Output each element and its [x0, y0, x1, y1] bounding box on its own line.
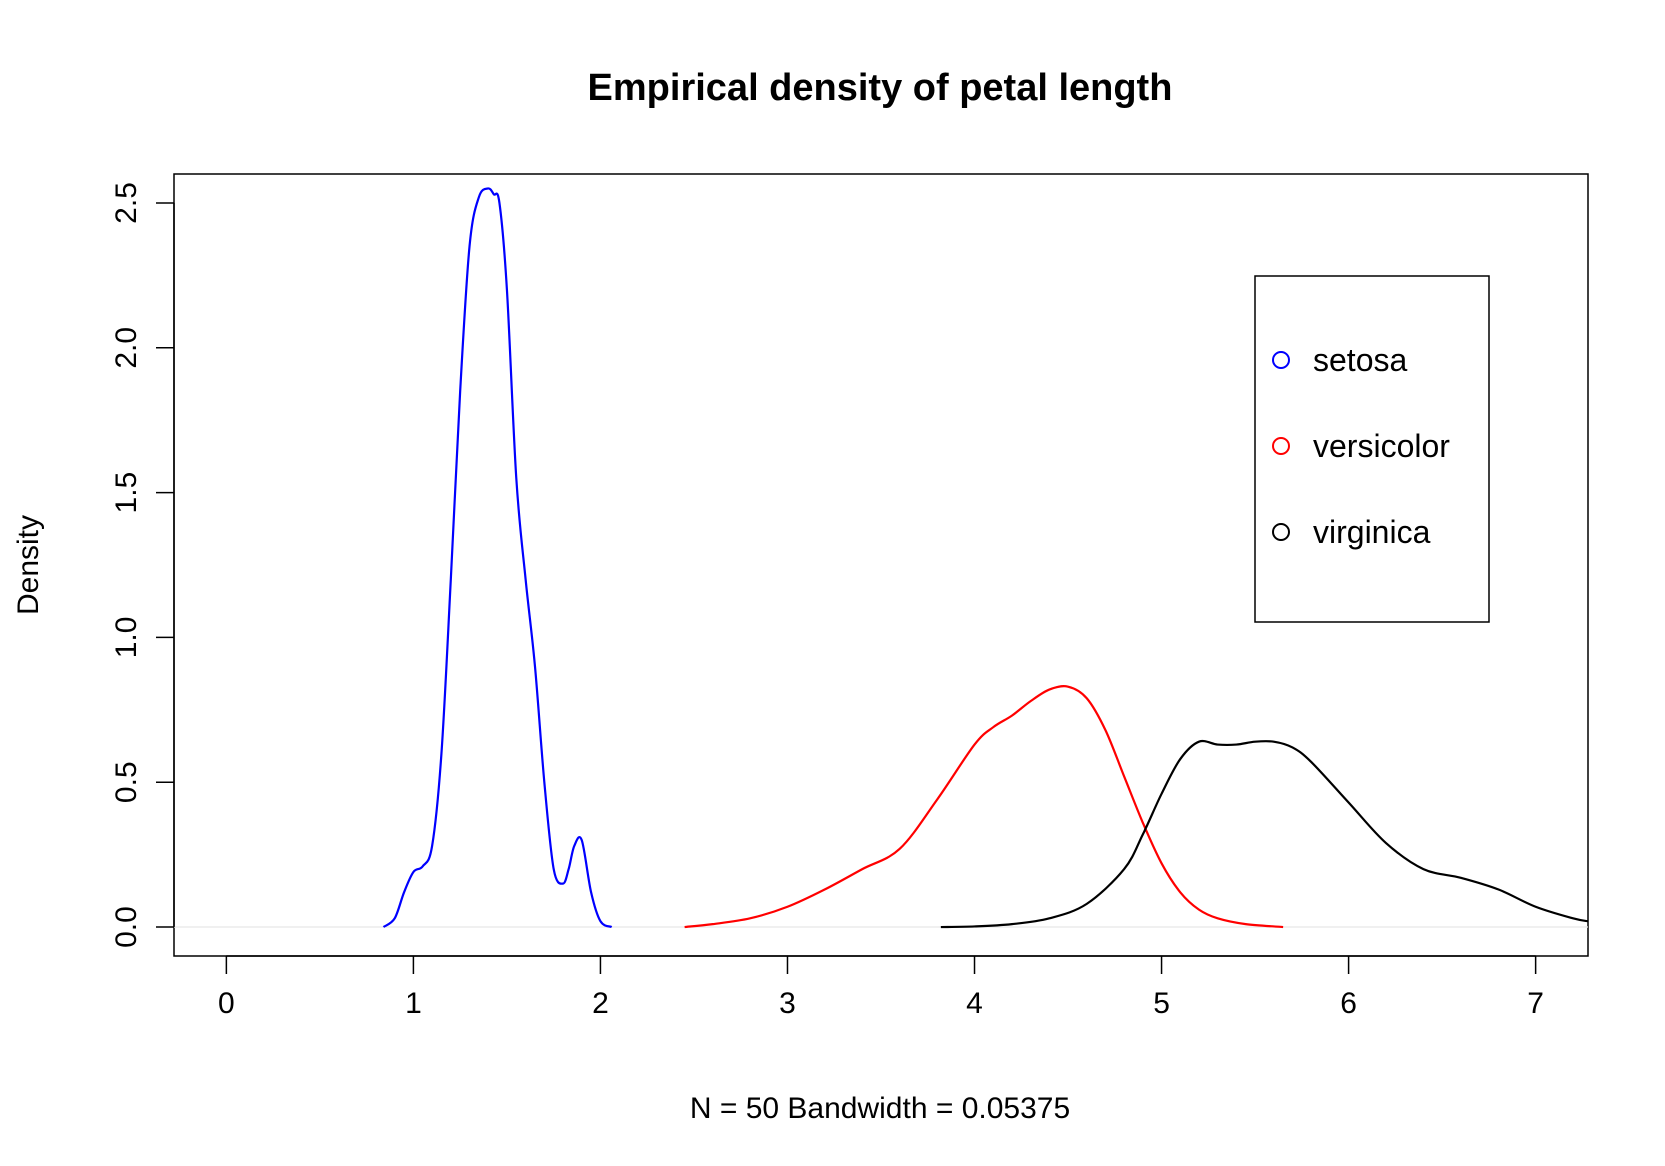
legend-marker-versicolor: [1272, 437, 1290, 455]
y-tick-label: 2.5: [110, 182, 143, 224]
legend-label-virginica: virginica: [1313, 514, 1431, 550]
y-tick-label: 0.5: [110, 761, 143, 803]
legend: setosa versicolor virginica: [1254, 275, 1490, 623]
y-axis: 0.0 0.5 1.0 1.5 2.0 2.5: [110, 182, 175, 948]
plot-series: [174, 187, 1589, 929]
x-tick-label: 2: [592, 987, 609, 1020]
x-tick-label: 7: [1527, 987, 1544, 1020]
y-tick-label: 1.0: [110, 617, 143, 659]
y-tick-label: 2.0: [110, 327, 143, 369]
x-tick-label: 1: [405, 987, 422, 1020]
legend-box: [1254, 275, 1490, 623]
legend-marker-virginica: [1272, 523, 1290, 541]
x-axis-label: N = 50 Bandwidth = 0.05375: [690, 1092, 1070, 1125]
legend-items: setosa versicolor virginica: [1272, 342, 1450, 550]
x-tick-label: 6: [1340, 987, 1357, 1020]
y-tick-label: 0.0: [110, 906, 143, 948]
density-line-setosa: [382, 187, 613, 929]
x-tick-label: 4: [966, 987, 983, 1020]
legend-label-setosa: setosa: [1313, 342, 1407, 378]
y-tick-label: 1.5: [110, 472, 143, 514]
legend-label-versicolor: versicolor: [1313, 428, 1450, 464]
density-line-virginica: [940, 739, 1589, 929]
x-axis: 0 1 2 3 4 5 6 7: [218, 955, 1544, 1020]
chart-title: Empirical density of petal length: [588, 67, 1173, 109]
x-tick-label: 5: [1153, 987, 1170, 1020]
x-tick-label: 0: [218, 987, 235, 1020]
x-tick-label: 3: [779, 987, 796, 1020]
density-line-versicolor: [684, 685, 1284, 929]
y-axis-label: Density: [12, 515, 45, 615]
legend-marker-setosa: [1272, 351, 1290, 369]
